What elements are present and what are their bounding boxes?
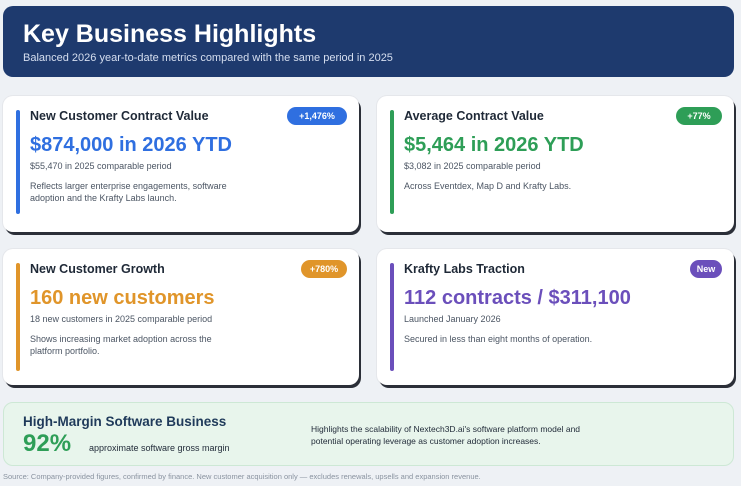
page-subtitle: Balanced 2026 year-to-date metrics compa… (23, 52, 393, 64)
page-header: Key Business Highlights Balanced 2026 ye… (3, 6, 734, 77)
card-title: New Customer Contract Value (30, 109, 209, 123)
growth-badge: +77% (676, 107, 722, 125)
card-title: Krafty Labs Traction (404, 262, 525, 276)
card-comparison: $55,470 in 2025 comparable period (30, 161, 172, 171)
card-title: New Customer Growth (30, 262, 165, 276)
card-new-customer-growth: New Customer Growth +780% 160 new custom… (3, 249, 359, 385)
high-margin-description: Highlights the scalability of Nextech3D.… (311, 424, 581, 446)
new-badge: New (690, 260, 722, 278)
gross-margin-percent: 92% (23, 430, 72, 457)
card-accent-bar (16, 110, 20, 214)
card-description: Across Eventdex, Map D and Krafty Labs. (404, 181, 572, 191)
high-margin-panel: High-Margin Software Business 92% approx… (3, 402, 734, 466)
card-description: Reflects larger enterprise engagements, … (30, 181, 227, 203)
card-value: $874,000 in 2026 YTD (30, 134, 232, 156)
card-comparison: 18 new customers in 2025 comparable peri… (30, 314, 213, 324)
card-accent-bar (390, 263, 394, 371)
growth-badge: +1,476% (287, 107, 347, 125)
high-margin-title: High-Margin Software Business (23, 414, 227, 429)
page-title: Key Business Highlights (23, 20, 317, 48)
card-value: 160 new customers (30, 287, 215, 309)
card-value: 112 contracts / $311,100 (404, 287, 631, 309)
growth-badge: +780% (301, 260, 347, 278)
card-krafty-labs-traction: Krafty Labs Traction New 112 contracts /… (377, 249, 734, 385)
card-description: Secured in less than eight months of ope… (404, 334, 593, 344)
source-footnote: Source: Company-provided figures, confir… (3, 472, 481, 481)
card-title: Average Contract Value (404, 109, 544, 123)
card-comparison: $3,082 in 2025 comparable period (404, 161, 541, 171)
card-accent-bar (16, 263, 20, 371)
card-description: Shows increasing market adoption across … (30, 334, 212, 356)
card-accent-bar (390, 110, 394, 214)
card-comparison: Launched January 2026 (404, 314, 501, 324)
gross-margin-label: approximate software gross margin (89, 443, 230, 453)
card-value: $5,464 in 2026 YTD (404, 134, 584, 156)
card-average-contract-value: Average Contract Value +77% $5,464 in 20… (377, 96, 734, 232)
card-new-customer-contract-value: New Customer Contract Value +1,476% $874… (3, 96, 359, 232)
